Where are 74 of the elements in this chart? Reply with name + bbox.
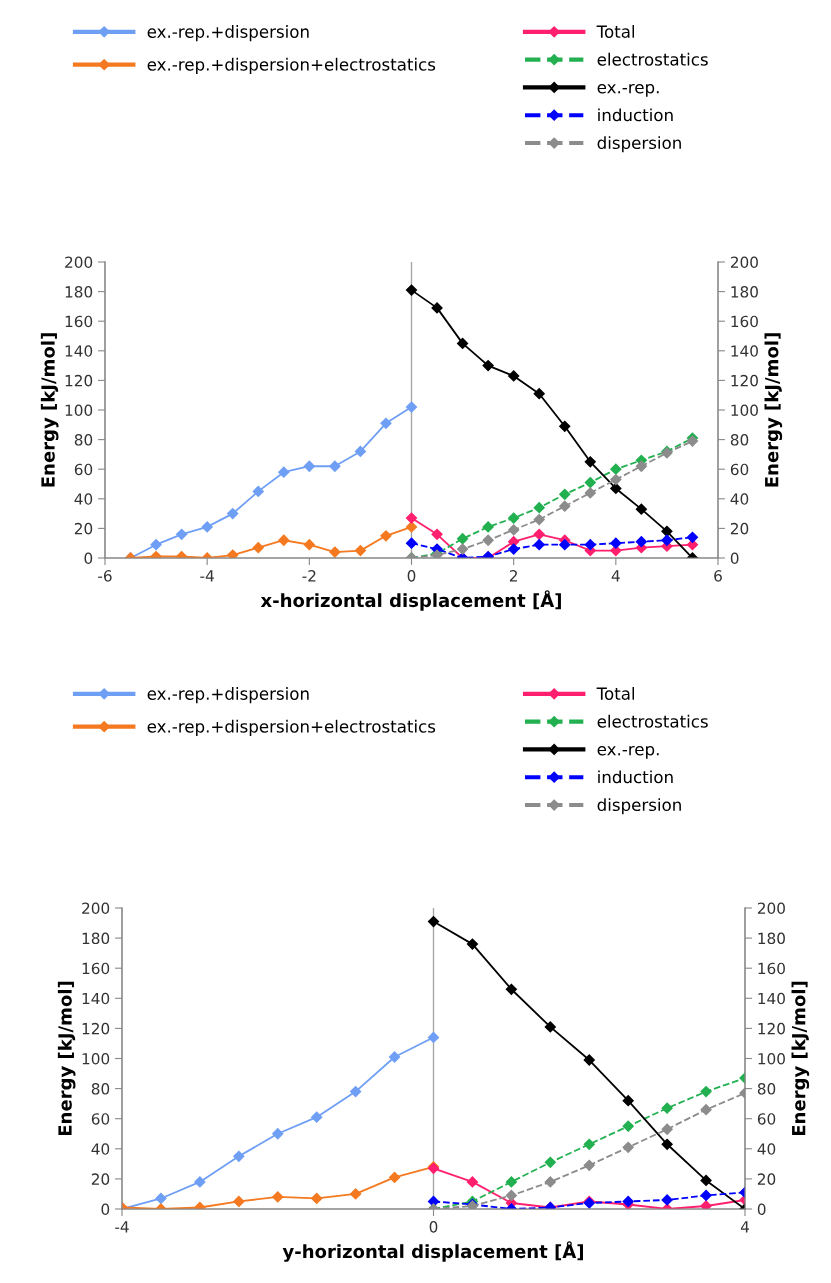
y2-tick-label: 160 <box>731 315 758 328</box>
x-tick-label: -2 <box>302 570 316 582</box>
legend-label: Total <box>596 25 635 38</box>
y2-tick-label: 80 <box>757 1083 776 1095</box>
x-tick-label: -4 <box>200 570 214 582</box>
y-tick-label: 20 <box>74 522 93 535</box>
y2-tick-label: 200 <box>730 256 758 269</box>
y2-tick-label: 160 <box>758 962 785 975</box>
y2-tick-label: 40 <box>730 493 749 505</box>
y-tick-label: 140 <box>65 345 93 357</box>
y2-axis-title: Energy [kJ/mol] <box>791 981 810 1136</box>
y2-tick-label: 40 <box>757 1143 776 1155</box>
y2-tick-label: 120 <box>731 374 758 387</box>
legend-label: ex.-rep.+dispersion <box>147 687 309 704</box>
y-tick-label: 120 <box>65 374 93 387</box>
y-tick-label: 0 <box>84 552 93 565</box>
x-axis-title: x-horizontal displacement [Å] <box>260 590 561 611</box>
legend-label: electrostatics <box>597 714 708 728</box>
y-tick-label: 0 <box>101 1203 110 1216</box>
y2-tick-label: 100 <box>731 404 758 417</box>
y-tick-label: 160 <box>82 962 110 975</box>
y-tick-label: 60 <box>74 463 93 476</box>
y2-tick-label: 60 <box>757 1113 776 1125</box>
x-tick-label: 4 <box>611 570 620 582</box>
x-tick-label: -6 <box>98 570 112 582</box>
legend-label: induction <box>598 108 673 122</box>
y-tick-label: 160 <box>65 315 93 328</box>
y2-axis-title: Energy [kJ/mol] <box>764 333 783 487</box>
x-tick-label: 2 <box>509 570 517 582</box>
y-tick-label: 200 <box>65 256 93 269</box>
y-tick-label: 140 <box>82 992 110 1005</box>
y2-tick-label: 0 <box>757 1203 766 1216</box>
y-axis-title: Energy [kJ/mol] <box>40 333 59 487</box>
y-tick-label: 100 <box>65 404 93 417</box>
y-tick-label: 180 <box>82 932 110 945</box>
y-tick-label: 60 <box>91 1113 110 1125</box>
x-tick-label: -4 <box>115 1221 129 1233</box>
y2-tick-label: 100 <box>758 1052 785 1065</box>
x-tick-label: 6 <box>714 570 722 582</box>
y2-tick-label: 0 <box>730 552 739 565</box>
y-tick-label: 200 <box>82 902 110 915</box>
x-axis-title: y-horizontal displacement [Å] <box>282 1241 583 1262</box>
legend-label: dispersion <box>597 136 681 153</box>
y2-tick-label: 120 <box>758 1022 785 1035</box>
x-tick-label: 4 <box>740 1221 749 1233</box>
y-tick-label: 40 <box>91 1143 110 1155</box>
legend-label: ex.-rep.+dispersion <box>147 25 309 42</box>
y-tick-label: 80 <box>74 434 93 446</box>
y2-tick-label: 200 <box>757 902 785 915</box>
legend-label: induction <box>598 770 673 784</box>
y2-tick-label: 140 <box>758 992 785 1005</box>
legend-label: ex.-rep. <box>597 745 659 759</box>
y2-tick-label: 140 <box>731 345 758 357</box>
y-tick-label: 40 <box>74 493 93 505</box>
legend-label: ex.-rep.+dispersion+electrostatics <box>147 719 436 736</box>
y-tick-label: 180 <box>65 286 93 298</box>
y2-tick-label: 60 <box>730 463 749 476</box>
y2-tick-label: 20 <box>730 522 749 535</box>
x-tick-label: 0 <box>429 1221 438 1233</box>
legend-label: Total <box>596 687 635 700</box>
y2-tick-label: 180 <box>731 286 758 298</box>
y-tick-label: 80 <box>91 1083 110 1095</box>
y-tick-label: 100 <box>82 1052 110 1065</box>
x-tick-label: 0 <box>407 570 416 582</box>
legend-label: dispersion <box>597 798 681 815</box>
y2-tick-label: 20 <box>757 1173 776 1185</box>
y-tick-label: 120 <box>82 1022 110 1035</box>
legend-label: ex.-rep.+dispersion+electrostatics <box>147 57 436 74</box>
legend-label: ex.-rep. <box>597 83 659 97</box>
y2-tick-label: 80 <box>730 434 749 446</box>
y-tick-label: 20 <box>91 1173 110 1185</box>
legend-label: electrostatics <box>597 52 708 66</box>
y2-tick-label: 180 <box>758 932 785 945</box>
y-axis-title: Energy [kJ/mol] <box>57 981 76 1136</box>
